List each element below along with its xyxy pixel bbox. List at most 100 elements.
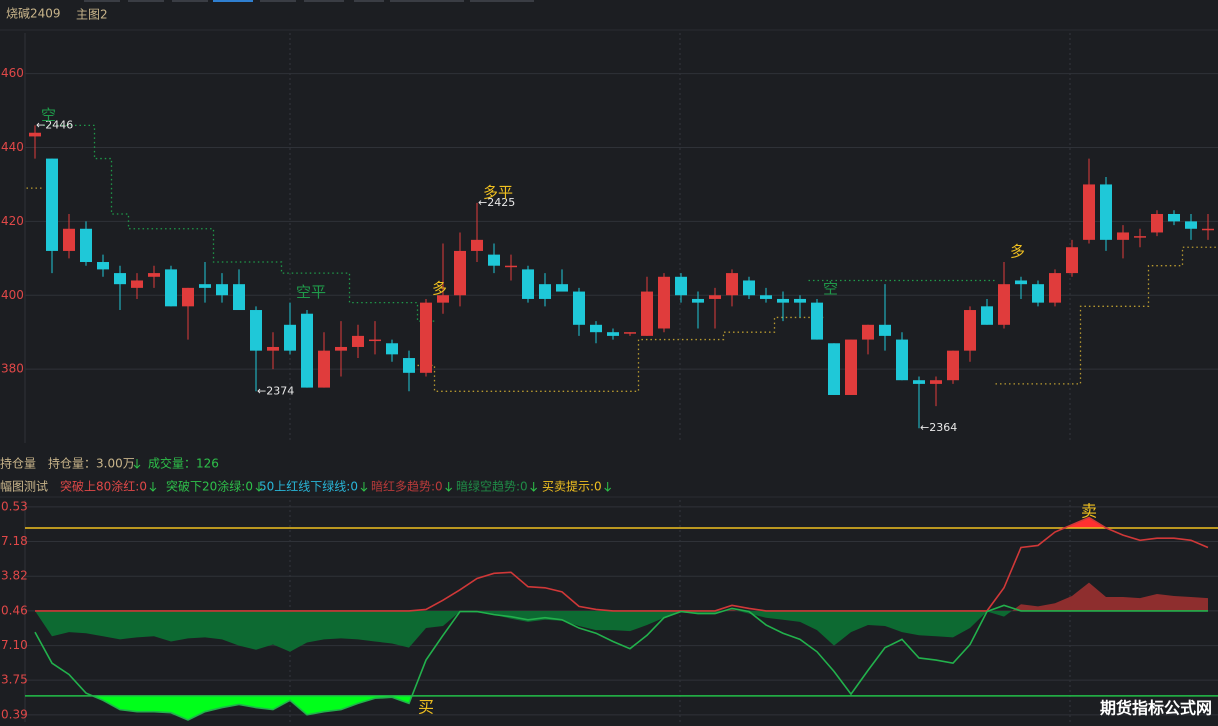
candle-body [1168, 213, 1180, 222]
candle-body [879, 324, 891, 336]
signal: 空 [823, 279, 838, 297]
arrow-icon [133, 459, 141, 469]
candle-body [573, 291, 585, 325]
arrow-icon [255, 482, 263, 492]
arrow-icon [604, 482, 612, 492]
stop-line [26, 187, 1217, 392]
symbol: 烧碱2409 [6, 7, 61, 21]
candle-body [675, 276, 687, 296]
price-label: ←2364 [920, 421, 957, 434]
candle-body [845, 339, 857, 395]
candle-body [46, 158, 58, 251]
candle-body [1151, 213, 1163, 233]
candle-body [522, 269, 534, 299]
candle-body [930, 380, 942, 384]
y-tick-label: 400 [1, 288, 24, 302]
candle-body [981, 306, 993, 325]
candle-body [811, 302, 823, 340]
candle-body [658, 276, 670, 329]
candle-body [862, 324, 874, 340]
candle-body [1066, 247, 1078, 274]
candle-body [641, 291, 653, 336]
candle-body [896, 339, 908, 381]
tab[interactable] [172, 0, 208, 2]
candle-body [437, 295, 449, 303]
candle-body [777, 298, 789, 303]
indicator-item: 突破上80涂红:0 [60, 479, 147, 494]
signal: 多 [1010, 243, 1025, 261]
y-tick-label: 3.82 [1, 569, 28, 583]
signal: 多平 [483, 183, 513, 201]
y-tick-label: 460 [1, 66, 24, 80]
arrow-icon [530, 482, 538, 492]
y-tick-label: 440 [1, 140, 24, 154]
indicator-row: 幅图测试 突破上80涂红:0 突破下20涂绿:0 50上红线下绿线:0 暗红多趋势:0… [0, 479, 612, 494]
tab[interactable] [260, 0, 296, 2]
signal: 空 [41, 106, 56, 124]
candle-body [114, 273, 126, 285]
y-tick-label: 0.53 [1, 499, 28, 513]
candle-body [1083, 184, 1095, 240]
volume-row: 持仓量 持仓量：3.00万 成交量：126 [0, 456, 219, 471]
extreme-low [92, 695, 412, 720]
candle-body [284, 324, 296, 351]
candle-body [964, 310, 976, 351]
price-label: ←2446 [36, 118, 73, 131]
tab[interactable] [128, 0, 164, 2]
indicator-item: 50上红线下绿线:0 [259, 479, 358, 494]
candle-body [692, 298, 704, 303]
watermark: 期货指标公式网 [1100, 699, 1212, 718]
y-tick-label: 7.18 [1, 534, 28, 548]
candle-body [267, 346, 279, 351]
extreme-high [35, 517, 1208, 528]
candle-body [29, 132, 41, 137]
price-label: ←2374 [257, 384, 294, 397]
area-up [726, 582, 1208, 611]
volume: 成交量：126 [148, 456, 219, 471]
view-name[interactable]: 主图2 [76, 8, 108, 22]
indicator-line [34, 604, 1208, 721]
row-title: 幅图测试 [0, 479, 48, 494]
arrow-icon [360, 482, 368, 492]
candle-body [539, 284, 551, 299]
stop-line [43, 124, 996, 322]
candle-body [386, 343, 398, 355]
candle-body [97, 262, 109, 270]
candle-body [488, 254, 500, 266]
candle-body [1100, 184, 1112, 240]
candle-body [624, 332, 636, 334]
indicator-item: 暗绿空趋势:0 [456, 479, 528, 494]
candle-body [80, 228, 92, 263]
candle-body [148, 273, 160, 277]
y-tick-label: 0.46 [1, 603, 28, 617]
tab[interactable] [84, 0, 120, 2]
y-tick-label: 420 [1, 214, 24, 228]
candle-body [1117, 232, 1129, 240]
tab[interactable] [213, 0, 253, 2]
tab[interactable] [304, 0, 344, 2]
candle-body [1049, 273, 1061, 303]
candle-body [1015, 280, 1027, 285]
toolbar: 烧碱2409 主图2 [6, 0, 534, 22]
candle-body [131, 280, 143, 288]
candles [26, 124, 1217, 429]
candle-body [556, 284, 568, 292]
tab[interactable] [354, 0, 384, 2]
candle-body [794, 298, 806, 303]
candle-body [505, 265, 517, 268]
candle-body [726, 273, 738, 296]
candle-body [199, 284, 211, 288]
tab[interactable] [470, 0, 534, 2]
candle-body [760, 295, 772, 299]
candle-body [352, 335, 364, 347]
tab[interactable] [390, 0, 464, 2]
arrow-icon [445, 482, 453, 492]
row-title: 持仓量 [0, 456, 36, 471]
indicator-line [35, 516, 1209, 612]
y-tick-label: 3.75 [1, 673, 28, 687]
signal: 空平 [296, 283, 326, 301]
indicator-item: 买卖提示:0 [542, 479, 602, 494]
arrow-icon [149, 482, 157, 492]
candle-body [743, 280, 755, 296]
